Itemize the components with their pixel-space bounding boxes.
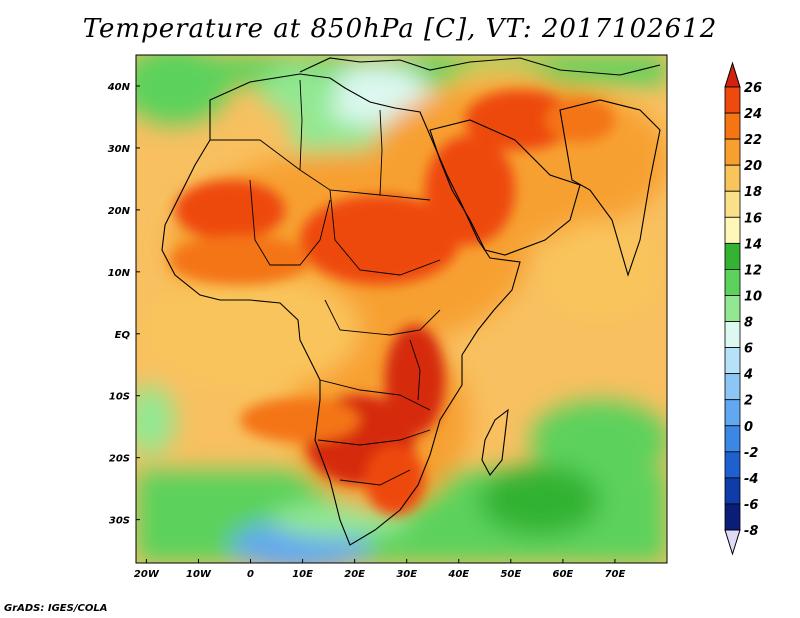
country-borders — [210, 79, 441, 486]
colorbar-label: 18 — [744, 185, 762, 200]
colorbar-label: 14 — [744, 237, 762, 252]
colorbar-swatch — [724, 399, 741, 427]
colorbar-label: 4 — [743, 368, 753, 383]
colorbar-swatch — [724, 321, 741, 348]
temperature-field — [136, 55, 667, 563]
y-tick-label: 20N — [108, 206, 131, 217]
y-tick-label: 20S — [109, 454, 130, 465]
colorbar-swatch — [724, 86, 741, 114]
plot-frame — [135, 54, 668, 564]
y-tick-label: EQ — [115, 330, 131, 341]
y-tick-label: 10S — [109, 392, 130, 403]
y-tick-label: 30N — [108, 144, 131, 155]
colorbar-swatch — [724, 242, 741, 270]
colorbar-swatch — [724, 503, 741, 531]
colorbar-swatch — [724, 216, 741, 244]
colorbar-swatch — [724, 112, 741, 140]
x-tick-label: 10W — [186, 569, 212, 580]
y-tick-label: 40N — [107, 82, 131, 93]
colorbar-swatch — [724, 477, 741, 505]
colorbar-swatch — [724, 138, 741, 166]
y-tick-label: 30S — [109, 516, 130, 527]
colorbar-label: 12 — [744, 263, 762, 278]
colorbar-swatch — [724, 190, 741, 218]
x-tick-label: 60E — [553, 569, 574, 580]
colorbar-swatch — [724, 164, 741, 192]
x-tick-label: 30E — [396, 569, 417, 580]
colorbar-swatch — [724, 295, 741, 322]
colorbar-label: 26 — [744, 81, 762, 96]
colorbar-label: 8 — [744, 316, 753, 331]
colorbar-label: 0 — [744, 420, 753, 435]
x-tick-label: 40E — [447, 569, 469, 580]
colorbar-label: 20 — [744, 159, 762, 174]
credit-text: GrADS: IGES/COLA — [4, 603, 108, 614]
x-tick-label: 50E — [500, 569, 521, 580]
colorbar-label: -2 — [744, 446, 758, 461]
colorbar-label: 10 — [744, 289, 762, 304]
y-tick-label: 10N — [108, 268, 131, 279]
colorbar-bottom-arrow — [724, 529, 741, 556]
colorbar-label: -8 — [744, 524, 758, 539]
colorbar-swatch — [724, 269, 741, 296]
colorbar-label: 24 — [744, 107, 762, 122]
colorbar-label: 2 — [744, 394, 753, 409]
colorbar-swatch — [724, 425, 741, 453]
axis-ticks: 20W 10W 0 10E 20E 30E 40E 50E 60E 70E 40N 30N 20N 10N… — [107, 82, 626, 580]
colorbar-label: -4 — [744, 472, 758, 487]
x-tick-label: 20W — [134, 569, 160, 580]
colorbar-label: 6 — [744, 342, 753, 357]
colorbar-swatch — [724, 347, 741, 375]
colorbar-top-arrow — [724, 61, 741, 88]
colorbar-label: -6 — [744, 498, 758, 513]
coastlines — [161, 57, 661, 546]
chart-title: Temperature at 850hPa [C], VT: 201710261… — [82, 14, 718, 44]
x-tick-label: 20E — [344, 569, 365, 580]
x-tick-label: 70E — [605, 569, 626, 580]
colorbar-label: 16 — [744, 211, 762, 226]
colorbar-swatch — [724, 451, 741, 479]
x-tick-label: 10E — [292, 569, 313, 580]
x-tick-label: 0 — [247, 569, 254, 580]
colorbar-swatch — [724, 373, 741, 401]
colorbar-label: 22 — [744, 133, 762, 148]
